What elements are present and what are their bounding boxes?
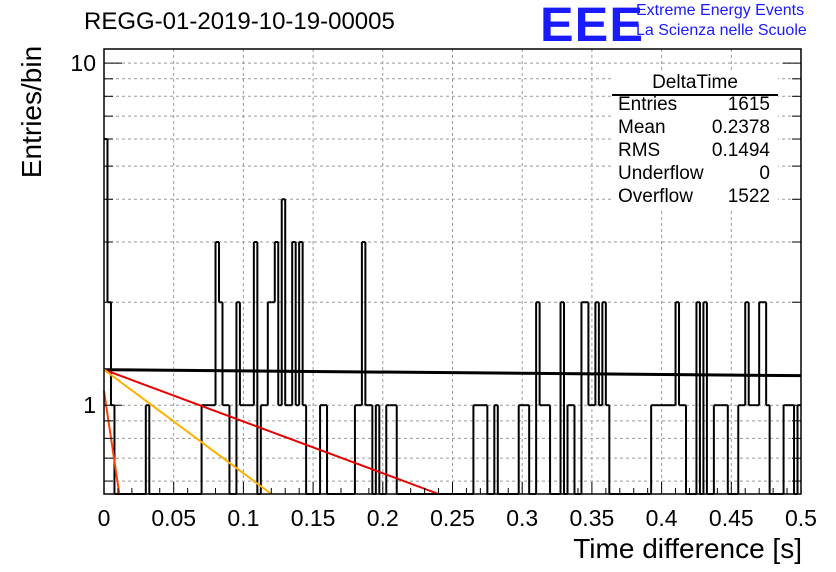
stats-value: 1522 — [727, 186, 770, 207]
stats-row-rms: RMS 0.1494 — [618, 140, 770, 163]
x-tick-label: 0.5 — [785, 505, 817, 531]
fit-curve — [103, 368, 802, 378]
stats-value: 0.1494 — [711, 140, 770, 161]
fit-curve — [103, 368, 272, 495]
stats-row-mean: Mean 0.2378 — [618, 117, 770, 140]
fit-curves — [103, 368, 802, 495]
stats-row-overflow: Overflow 1522 — [618, 186, 770, 209]
stats-value: 0.2378 — [711, 117, 770, 138]
stats-box: DeltaTime Entries 1615 Mean 0.2378 RMS 0… — [612, 72, 778, 208]
x-tick-label: 0 — [98, 505, 111, 531]
y-axis-label: Entries/bin — [16, 45, 47, 179]
logo-line-2: La Scienza nelle Scuole — [636, 22, 807, 39]
x-tick-label: 0.35 — [570, 505, 615, 531]
stats-key: Mean — [618, 117, 666, 138]
x-tick-label: 0.05 — [151, 505, 196, 531]
stats-row-entries: Entries 1615 — [618, 94, 770, 117]
stats-key: Entries — [618, 94, 678, 115]
logo-letters: EEE — [540, 0, 644, 52]
stats-value: 0 — [759, 163, 770, 184]
stats-row-underflow: Underflow 0 — [618, 163, 770, 186]
fit-curve — [103, 390, 121, 495]
stats-header: DeltaTime — [612, 72, 778, 96]
x-tick-label: 0.25 — [430, 505, 475, 531]
chart-title: REGG-01-2019-10-19-00005 — [84, 8, 395, 35]
axes-ticks: 0 0.05 0.1 0.15 0.2 0.25 0.3 0.35 0.4 0.45 0.5 1 10 — [70, 50, 817, 531]
y-tick-label: 1 — [83, 392, 96, 418]
stats-key: Underflow — [618, 163, 704, 184]
fit-curve — [103, 368, 439, 495]
stats-value: 1615 — [727, 94, 770, 115]
logo-line-1: Extreme Energy Events — [636, 2, 805, 19]
x-tick-label: 0.2 — [367, 505, 399, 531]
x-tick-label: 0.3 — [506, 505, 538, 531]
y-tick-label: 10 — [70, 50, 96, 76]
x-tick-label: 0.15 — [291, 505, 336, 531]
x-axis-label: Time difference [s] — [573, 533, 802, 564]
stats-key: Overflow — [618, 186, 693, 207]
x-tick-label: 0.1 — [227, 505, 259, 531]
stats-key: RMS — [618, 140, 661, 161]
x-tick-label: 0.45 — [709, 505, 754, 531]
x-tick-label: 0.4 — [646, 505, 678, 531]
eee-logo: EEE Extreme Energy Events La Scienza nel… — [540, 0, 836, 52]
